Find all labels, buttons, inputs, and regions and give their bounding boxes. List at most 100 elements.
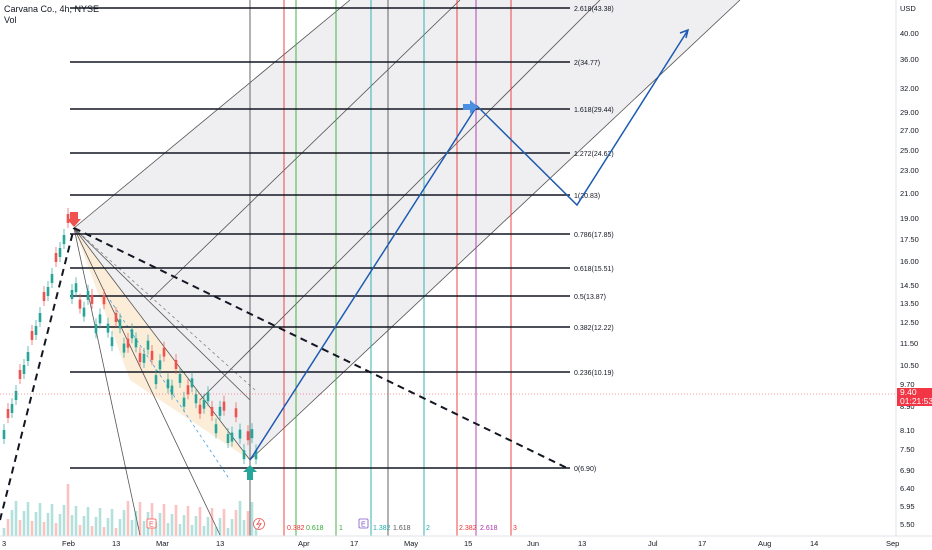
candle-body [114,312,118,322]
fib-level-label: 2(34.77) [574,60,600,67]
volume-bar [110,509,114,536]
candle-body [38,313,42,322]
volume-bar [162,504,166,536]
candle-body [82,307,86,317]
candle-body [238,429,242,439]
price-tick: 9.70 [900,380,915,389]
time-tick: Aug [758,539,771,548]
volume-bar [66,484,70,536]
volume-bar [78,525,82,536]
price-tick: 19.00 [900,214,919,223]
pitchfork-line [73,227,251,461]
candle-body [226,434,230,444]
volume-bar [250,502,254,536]
volume-bar [138,502,142,536]
time-axis-panel[interactable] [0,536,932,550]
candle-body [30,331,34,340]
volume-bar [30,521,34,536]
candle-body [98,314,102,324]
earnings-marker[interactable]: E [146,518,157,529]
volume-bar [234,510,238,536]
fib-time-label: 1 [339,525,343,532]
time-tick: Jul [648,539,658,548]
candle-body [230,432,234,442]
volume-bar [10,510,14,536]
price-tick: 8.90 [900,402,915,411]
candle-body [10,404,14,413]
volume-bar [126,501,130,536]
fib-time-label: 2.382 [459,525,477,532]
candle-body [34,326,38,335]
fib-level-label: 2.618(43.38) [574,6,614,13]
candle-body [74,283,78,293]
fib-level-label: 1(20.83) [574,193,600,200]
candle-body [158,360,162,370]
volume-bar [134,511,138,536]
candle-body [214,424,218,434]
split-lightning-icon[interactable] [253,518,265,530]
median-line [73,227,256,391]
candle-body [18,370,22,379]
price-tick: 5.50 [900,520,915,529]
volume-indicator-label[interactable]: Vol [4,15,17,25]
fib-time-label: 1.618 [393,525,411,532]
candle-body [142,353,146,363]
price-axis-panel[interactable] [896,0,932,536]
symbol-title[interactable]: Carvana Co., 4h, NYSE [4,4,100,14]
volume-bar [130,520,134,536]
price-tick: 11.50 [900,339,918,348]
candle-body [134,338,138,348]
candle-body [126,338,130,348]
pitchfork-line [149,0,461,301]
candle-body [94,324,98,334]
time-tick: Jun [527,539,539,548]
fib-time-label: 3 [513,525,517,532]
price-tick: 25.00 [900,146,919,155]
time-tick: 14 [810,539,818,548]
candle-body [174,359,178,369]
fib-time-label: 0.382 [287,525,305,532]
price-tick: 29.00 [900,108,919,117]
candle-body [242,450,246,460]
bar-countdown: 01:21:53 [900,396,932,406]
rally-trend-line [0,227,75,521]
fib-level-label: 0.236(10.19) [574,370,614,377]
volume-bar [14,501,18,536]
candle-body [50,274,54,283]
price-tick: 13.50 [900,299,919,308]
volume-bar [2,528,6,536]
volume-bar [170,514,174,536]
candle-body [110,337,114,347]
candle-body [46,287,50,296]
pitchfork-line [73,227,221,536]
volume-bar [18,520,22,536]
volume-bar [154,522,158,536]
fib-time-label: 2 [426,525,430,532]
candle-body [166,379,170,389]
candle-body [26,352,30,361]
time-tick: 13 [216,539,224,548]
price-tick: 32.00 [900,84,919,93]
candle-body [58,248,62,257]
volume-bar [102,527,106,536]
earnings-marker[interactable]: E [358,518,369,529]
path-arrowhead [679,28,690,39]
volume-bar [22,511,26,536]
pitchfork-line [199,0,601,401]
currency-label: USD [900,4,916,13]
volume-bar [54,523,58,536]
price-tick: 36.00 [900,55,919,64]
time-tick: May [404,539,418,548]
volume-bar [82,516,86,536]
volume-bar [62,505,66,536]
volume-bar [174,505,178,536]
price-tick: 16.00 [900,257,919,266]
volume-bar [202,526,206,536]
volume-bar [242,520,246,536]
volume-bar [206,517,210,536]
volume-bar [230,519,234,536]
fib-time-label: 1.382 [373,525,391,532]
volume-bar [38,503,42,536]
price-tick: 27.00 [900,126,919,135]
